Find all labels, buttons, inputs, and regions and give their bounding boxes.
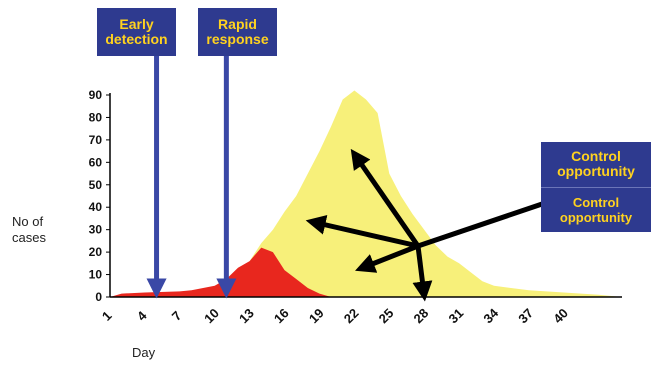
early-detection-label-line1: Early <box>119 16 154 32</box>
control-arrow-down <box>412 245 433 302</box>
x-tick-label: 22 <box>341 305 362 326</box>
y-tick-label: 50 <box>89 178 103 192</box>
control-opportunity-callout-2: Control opportunity <box>541 187 651 232</box>
outbreak-area-without-response <box>110 90 622 297</box>
early-detection-callout: Early detection <box>97 8 176 56</box>
outbreak-area-with-response <box>110 247 332 297</box>
x-tick-label: 40 <box>550 305 571 326</box>
x-tick-label: 10 <box>201 305 222 326</box>
x-tick-label: 37 <box>515 305 536 326</box>
x-tick-label: 13 <box>236 305 257 326</box>
control-arrow-down-left <box>355 243 419 273</box>
x-axis-label: Day <box>132 345 156 360</box>
x-tick-label: 16 <box>271 305 292 326</box>
control-arrow-left <box>305 215 419 249</box>
control-opportunity-callout-1: Control opportunity <box>541 142 651 187</box>
y-axis-label: No of cases <box>12 214 72 246</box>
rapid-response-label-line2: response <box>206 31 269 47</box>
rapid-response-label-line1: Rapid <box>218 16 257 32</box>
y-tick-label: 70 <box>89 133 103 147</box>
y-tick-label: 20 <box>89 245 103 259</box>
y-tick-label: 30 <box>89 223 103 237</box>
y-tick-label: 0 <box>95 290 102 304</box>
x-tick-label: 25 <box>376 305 397 326</box>
control-opportunity-1-line2: opportunity <box>557 163 635 179</box>
y-axis-label-line1: No of <box>12 214 44 229</box>
control-arrow-stem <box>417 200 546 249</box>
rapid-response-callout: Rapid response <box>198 8 277 56</box>
early-detection-label-line2: detection <box>105 31 168 47</box>
y-tick-label: 10 <box>89 268 103 282</box>
x-tick-label: 31 <box>445 305 466 326</box>
x-tick-label: 19 <box>306 305 327 326</box>
x-tick-label: 4 <box>134 307 150 323</box>
x-tick-label: 7 <box>169 308 185 324</box>
control-arrow-up <box>350 148 421 248</box>
control-opportunity-1-line1: Control <box>571 148 621 164</box>
y-tick-label: 80 <box>89 110 103 124</box>
x-tick-label: 34 <box>480 305 501 326</box>
control-opportunity-2-line2: opportunity <box>559 210 633 225</box>
x-tick-label: 28 <box>411 305 432 326</box>
y-tick-label: 60 <box>89 155 103 169</box>
y-tick-label: 40 <box>89 200 103 214</box>
y-axis-label-line2: cases <box>12 230 46 245</box>
y-tick-label: 90 <box>89 88 103 102</box>
control-opportunity-2-line1: Control <box>572 195 620 210</box>
x-tick-label: 1 <box>99 308 115 324</box>
